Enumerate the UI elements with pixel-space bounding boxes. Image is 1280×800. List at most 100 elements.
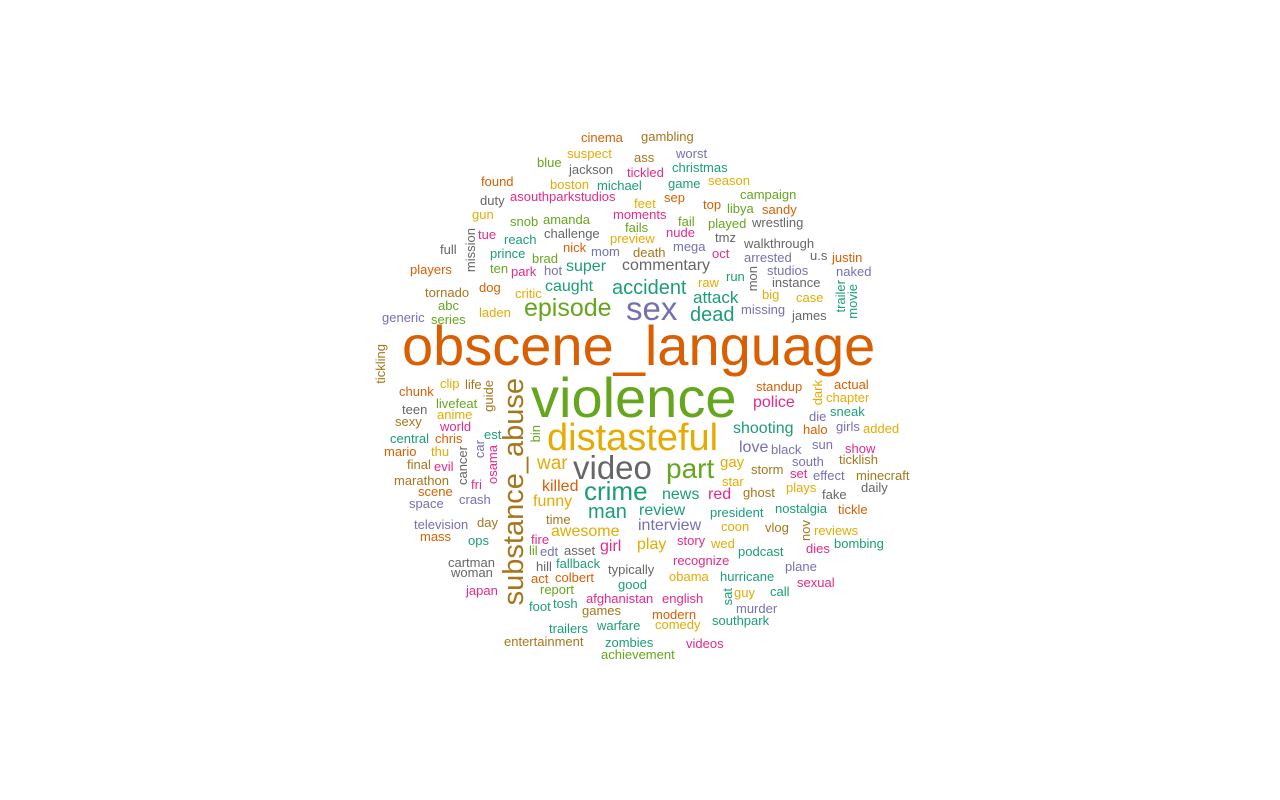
- word-chapter: chapter: [826, 390, 870, 405]
- word-sun: sun: [812, 437, 833, 452]
- word-tickling: tickling: [373, 344, 388, 384]
- word-u-s: u.s: [810, 248, 828, 263]
- word-top: top: [703, 197, 722, 212]
- word-asset: asset: [564, 543, 596, 558]
- word-war: war: [537, 453, 568, 474]
- word-central: central: [390, 431, 430, 446]
- word-episode: episode: [524, 294, 612, 322]
- word-game: game: [668, 176, 701, 191]
- word-obama: obama: [669, 569, 709, 584]
- word-sandy: sandy: [762, 202, 797, 217]
- word-walkthrough: walkthrough: [744, 236, 815, 251]
- word-mass: mass: [420, 529, 452, 544]
- word-mega: mega: [673, 239, 706, 254]
- word-crime: crime: [584, 476, 648, 506]
- word-fake: fake: [822, 487, 847, 502]
- word-tue: tue: [478, 227, 497, 242]
- word-story: story: [677, 533, 706, 548]
- word-livefeat: livefeat: [436, 396, 478, 411]
- word-videos: videos: [686, 636, 724, 651]
- word-life: life: [465, 377, 482, 392]
- word-guy: guy: [734, 585, 755, 600]
- word-teen: teen: [402, 402, 428, 417]
- word-review: review: [639, 502, 686, 519]
- word-sneak: sneak: [830, 404, 865, 419]
- word-generic: generic: [382, 310, 425, 325]
- word-police: police: [753, 394, 795, 411]
- word-marathon: marathon: [394, 473, 449, 488]
- word-japan: japan: [466, 583, 498, 598]
- word-dark: dark: [810, 380, 825, 406]
- word-interview: interview: [638, 517, 702, 534]
- word-foot: foot: [529, 599, 551, 614]
- word-accident: accident: [612, 277, 687, 299]
- word-hurricane: hurricane: [720, 569, 775, 584]
- word-english: english: [662, 591, 704, 606]
- word-coon: coon: [721, 519, 750, 534]
- word-star: star: [722, 474, 744, 489]
- word-amanda: amanda: [543, 212, 590, 227]
- word-fire: fire: [531, 532, 550, 547]
- word-girls: girls: [836, 419, 860, 434]
- word-blue: blue: [537, 155, 562, 170]
- word-entertainment: entertainment: [504, 634, 584, 649]
- word-minecraft: minecraft: [856, 468, 910, 483]
- word-play: play: [637, 536, 667, 553]
- word-good: good: [618, 577, 647, 592]
- word-sexual: sexual: [797, 575, 835, 590]
- word-lil: lil: [529, 543, 538, 558]
- word-players: players: [410, 262, 452, 277]
- word-boston: boston: [550, 177, 590, 192]
- word-challenge: challenge: [544, 226, 600, 241]
- word-fails: fails: [625, 220, 649, 235]
- word-case: case: [796, 290, 824, 305]
- word-ass: ass: [634, 150, 655, 165]
- word-snob: snob: [510, 214, 539, 229]
- word-chris: chris: [435, 431, 463, 446]
- word-sexy: sexy: [395, 414, 422, 429]
- word-call: call: [770, 584, 790, 599]
- word-abc: abc: [438, 298, 459, 313]
- word-final: final: [407, 457, 431, 472]
- word-fri: fri: [471, 477, 482, 492]
- word-mon: mon: [745, 266, 760, 292]
- word-video: video: [573, 449, 652, 486]
- word-obscene-language: obscene_language: [402, 314, 876, 377]
- word-scene: scene: [418, 484, 453, 499]
- word-colbert: colbert: [555, 570, 595, 585]
- word-osama: osama: [485, 445, 500, 485]
- word-hill: hill: [536, 559, 552, 574]
- word-world: world: [440, 419, 472, 434]
- word-president: president: [710, 505, 764, 520]
- word-games: games: [582, 603, 622, 618]
- word-asouthparkstudios: asouthparkstudios: [510, 189, 616, 204]
- word-part: part: [666, 453, 715, 484]
- word-typically: typically: [608, 562, 655, 577]
- word-oct: oct: [712, 246, 730, 261]
- word-woman: woman: [451, 565, 493, 580]
- word-attack: attack: [693, 288, 739, 307]
- word-full: full: [440, 242, 457, 257]
- word-hot: hot: [544, 263, 563, 278]
- word-comedy: comedy: [655, 617, 701, 632]
- word-tickle: tickle: [838, 502, 868, 517]
- word-instance: instance: [772, 275, 821, 290]
- word-preview: preview: [610, 231, 655, 246]
- word-bin: bin: [528, 425, 543, 443]
- word-brad: brad: [532, 251, 559, 266]
- word-tosh: tosh: [553, 596, 578, 611]
- word-dead: dead: [690, 304, 735, 326]
- word-black: black: [771, 442, 802, 457]
- word-tmz: tmz: [715, 230, 736, 245]
- word-act: act: [531, 571, 549, 586]
- word-day: day: [477, 515, 498, 530]
- word-mario: mario: [384, 444, 417, 459]
- word-mission: mission: [463, 228, 478, 273]
- word-super: super: [566, 258, 607, 275]
- word-season: season: [708, 173, 750, 188]
- word-ticklish: ticklish: [839, 452, 879, 467]
- word-sep: sep: [664, 190, 685, 205]
- word-nov: nov: [798, 520, 813, 541]
- word-fail: fail: [678, 214, 695, 229]
- word-space: space: [409, 496, 444, 511]
